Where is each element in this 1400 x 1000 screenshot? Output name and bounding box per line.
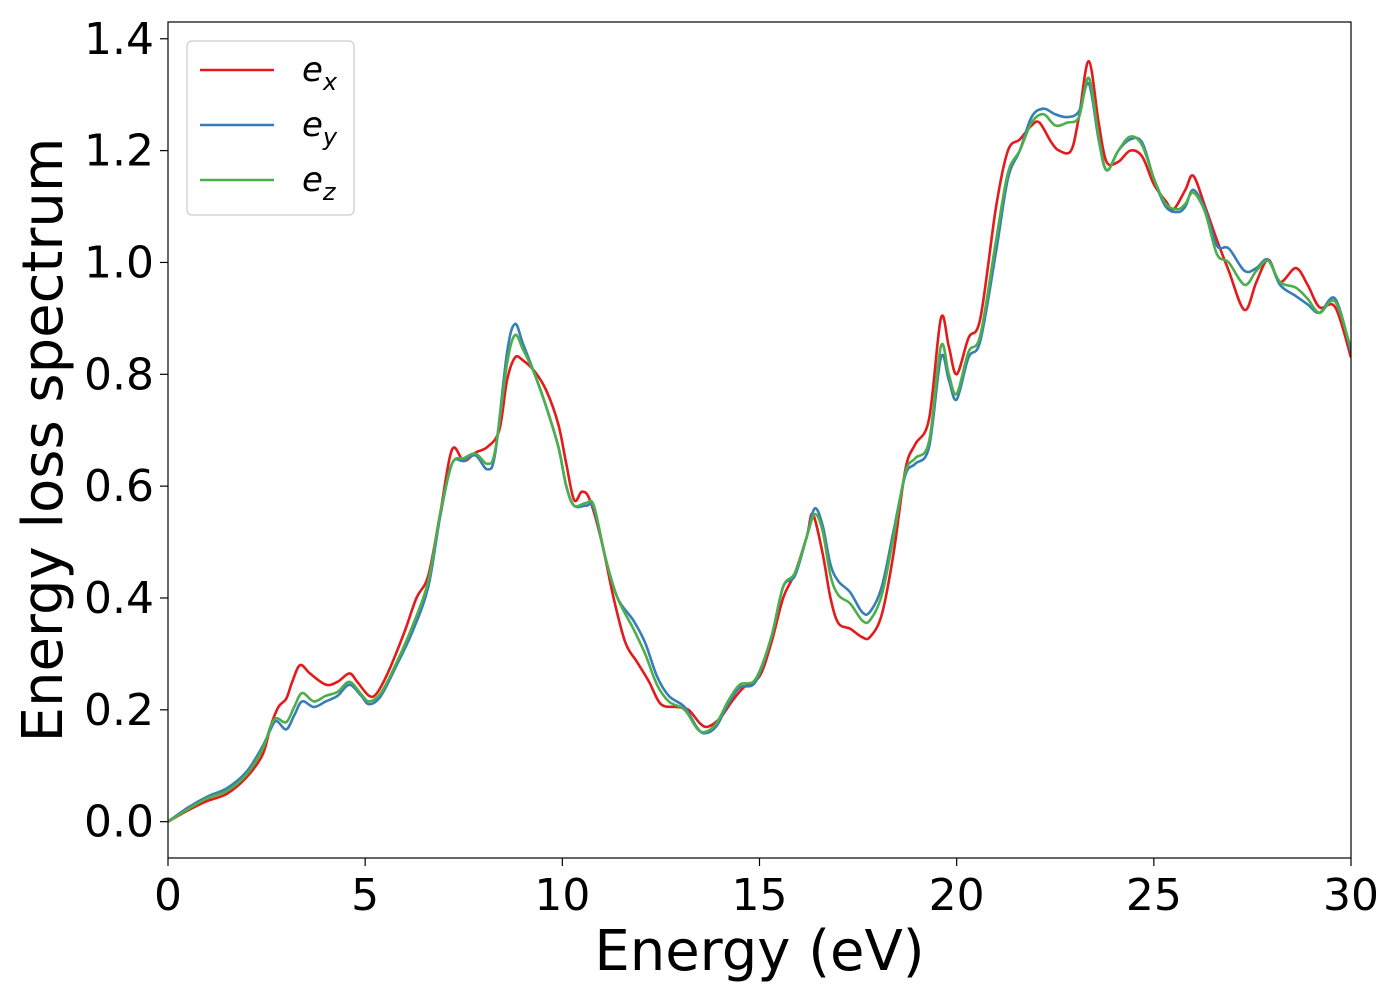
plot-background (168, 22, 1351, 858)
y-tick-label: 0.6 (84, 461, 154, 512)
x-axis-ticks: 0 5 10 15 20 25 30 (154, 858, 1379, 921)
x-tick-label: 10 (534, 870, 590, 921)
series-line-ex (168, 59, 1351, 823)
y-tick-label: 1.2 (84, 126, 154, 177)
legend-box (186, 40, 355, 216)
x-tick-label: 20 (929, 870, 985, 921)
x-tick-label: 25 (1126, 870, 1182, 921)
series-line-ez (168, 76, 1351, 823)
y-tick-label: 1.0 (84, 237, 154, 288)
x-tick-label: 0 (154, 870, 182, 921)
y-tick-label: 0.4 (84, 573, 154, 624)
x-tick-label: 15 (732, 870, 788, 921)
y-tick-label: 1.4 (84, 14, 154, 65)
y-tick-label: 0.8 (84, 349, 154, 400)
y-axis-label: Energy loss spectrum (11, 138, 76, 743)
legend-label-ey: ey (302, 105, 338, 151)
x-tick-label: 30 (1323, 870, 1379, 921)
x-axis-label: Energy (eV) (594, 919, 924, 984)
y-tick-label: 0.0 (84, 797, 154, 848)
y-tick-label: 0.2 (84, 685, 154, 736)
series-layer (168, 59, 1351, 823)
y-axis-ticks: 0.0 0.2 0.4 0.6 0.8 1.0 1.2 1.4 (84, 14, 168, 848)
x-tick-label: 5 (351, 870, 379, 921)
